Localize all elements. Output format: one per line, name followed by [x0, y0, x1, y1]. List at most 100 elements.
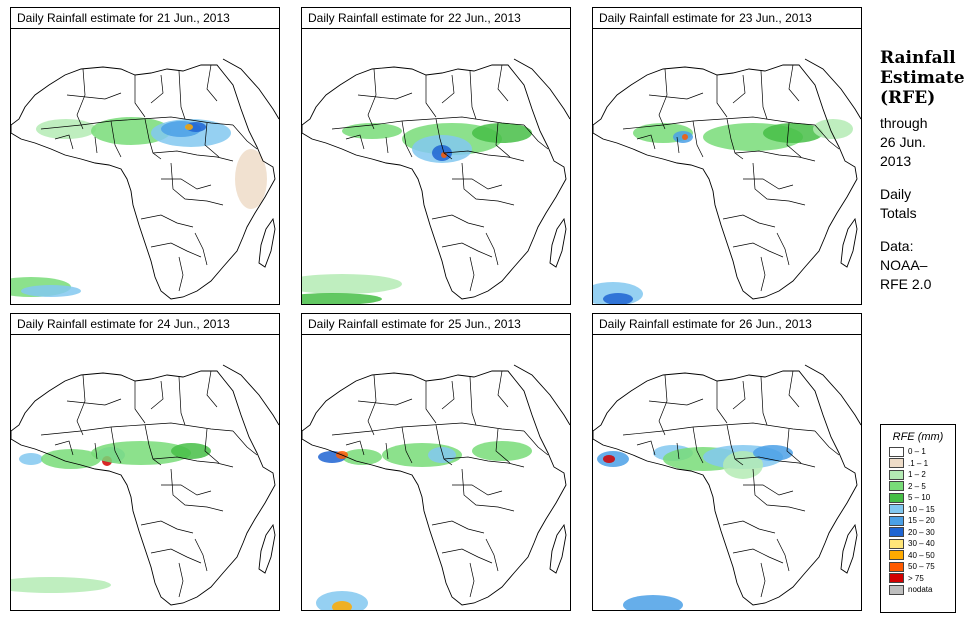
legend-entry: 1 – 2 [889, 469, 955, 481]
country-border [178, 70, 186, 120]
legend-label: 5 – 10 [908, 493, 931, 503]
rainfall-map-panel: Daily Rainfall estimate for 25 Jun., 2013 [301, 313, 571, 611]
country-border [760, 70, 768, 120]
legend-swatch [889, 550, 904, 561]
africa-coastline [593, 370, 858, 606]
panel-title: Daily Rainfall estimate for 22 Jun., 2013 [302, 8, 570, 29]
madagascar-outline [258, 523, 276, 574]
africa-map [593, 364, 861, 610]
legend-entry: 5 – 10 [889, 492, 955, 504]
rainfall-area [21, 285, 81, 297]
panel-title: Daily Rainfall estimate for 26 Jun., 2013 [593, 314, 861, 335]
country-border [152, 150, 234, 162]
country-border [732, 242, 784, 258]
data-source: NOAA– [880, 257, 928, 273]
country-border [692, 120, 704, 158]
country-border [54, 440, 74, 456]
rainfall-area [682, 134, 688, 140]
country-border [788, 370, 800, 408]
country-border [788, 64, 800, 102]
country-border [431, 214, 485, 228]
rainfall-area [603, 293, 633, 304]
arabia-coastline [804, 364, 861, 426]
legend-swatch [889, 492, 904, 503]
legend-entry: .1 – 1 [889, 458, 955, 470]
country-border [345, 134, 365, 150]
country-border [401, 120, 413, 158]
legend-entry: nodata [889, 584, 955, 596]
country-border [497, 64, 509, 102]
rainfall-area [235, 149, 267, 209]
rainfall-area [91, 117, 171, 145]
rainfall-area [185, 124, 193, 130]
country-border [144, 118, 162, 160]
country-border [485, 538, 499, 572]
madagascar-outline [549, 217, 567, 268]
legend-swatch [889, 469, 904, 480]
africa-coastline [593, 64, 858, 300]
country-border [331, 422, 525, 436]
rainfall-area [171, 443, 211, 459]
country-border [495, 428, 511, 464]
panel-title: Daily Rainfall estimate for 25 Jun., 2013 [302, 314, 570, 335]
country-border [150, 74, 164, 104]
totals-label: Totals [880, 205, 917, 221]
country-border [469, 376, 477, 426]
country-border [760, 562, 766, 598]
country-border [357, 92, 413, 100]
country-border [170, 468, 224, 512]
rainfall-map-panel: Daily Rainfall estimate for 26 Jun., 2013 [592, 313, 862, 611]
country-border [206, 370, 218, 408]
legend-entry: 50 – 75 [889, 561, 955, 573]
legend-label: 40 – 50 [908, 550, 935, 560]
legend-label: > 75 [908, 573, 924, 583]
madagascar-outline [258, 217, 276, 268]
legend-entry: 0 – 1 [889, 446, 955, 458]
country-border [66, 92, 122, 100]
rainfall-area [302, 293, 382, 304]
legend-title: RFE (mm) [892, 431, 944, 443]
madagascar-outline [549, 523, 567, 574]
rainfall-area [603, 455, 615, 463]
legend-swatch [889, 446, 904, 457]
country-border [469, 562, 475, 598]
country-border [452, 178, 503, 190]
country-border [345, 440, 365, 456]
country-border [469, 70, 477, 120]
country-border [367, 68, 377, 130]
country-border [204, 122, 220, 158]
legend-entry: 10 – 15 [889, 504, 955, 516]
country-border [385, 136, 389, 154]
sidebar-title-line: Estimate [880, 68, 965, 88]
rainfall-area [441, 152, 447, 158]
country-border [232, 430, 258, 456]
legend-label: 30 – 40 [908, 539, 935, 549]
rainfall-area [623, 595, 683, 610]
country-border [150, 548, 202, 564]
country-border [497, 370, 509, 408]
through-label: through [880, 115, 928, 131]
legend-label: 0 – 1 [908, 447, 926, 457]
africa-coastline [11, 370, 276, 606]
madagascar-outline [840, 217, 858, 268]
africa-coastline [302, 370, 567, 606]
legend-entry: 40 – 50 [889, 550, 955, 562]
legend-label: nodata [908, 585, 933, 595]
country-border [76, 374, 86, 436]
legend-swatch [889, 458, 904, 469]
country-border [743, 484, 794, 496]
country-border [814, 124, 840, 150]
legend-entry: 15 – 20 [889, 515, 955, 527]
legend-entry: 2 – 5 [889, 481, 955, 493]
through-date: 26 Jun. [880, 134, 926, 150]
legend-label: 20 – 30 [908, 527, 935, 537]
country-border [66, 398, 122, 406]
sidebar-info: Rainfall Estimate (RFE) through 26 Jun. … [880, 48, 965, 294]
country-border [752, 468, 806, 512]
panel-title: Daily Rainfall estimate for 23 Jun., 2013 [593, 8, 861, 29]
country-border [743, 178, 794, 190]
rainfall-area [342, 123, 402, 139]
country-border [636, 134, 656, 150]
country-border [140, 520, 194, 534]
